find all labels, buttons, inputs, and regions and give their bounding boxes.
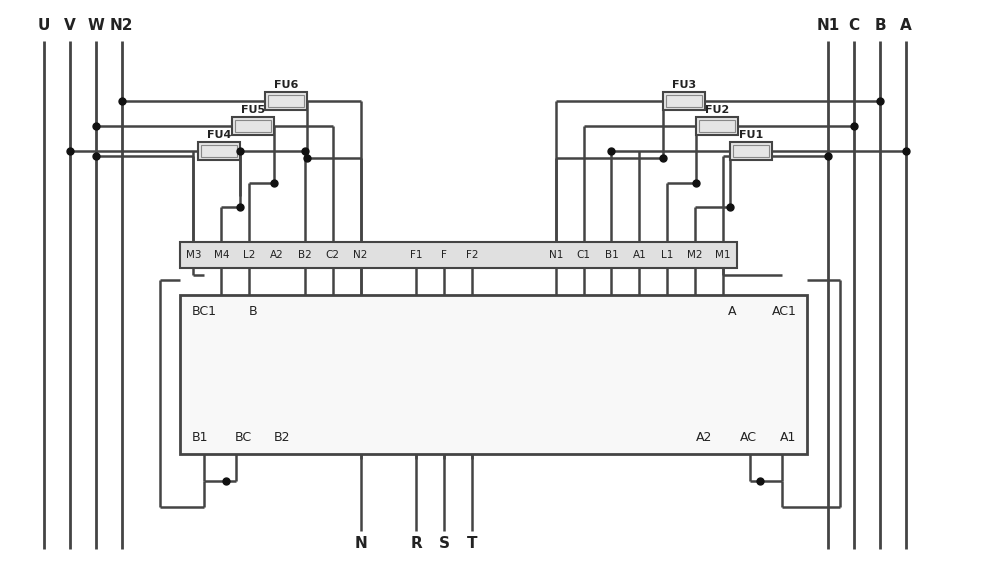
- Bar: [265, 92, 307, 110]
- Text: A2: A2: [270, 250, 284, 260]
- Text: A2: A2: [696, 432, 712, 444]
- Text: F2: F2: [466, 250, 478, 260]
- Text: A1: A1: [780, 432, 797, 444]
- Bar: [268, 95, 304, 107]
- Text: FU6: FU6: [274, 80, 298, 90]
- Text: V: V: [64, 18, 76, 33]
- Bar: [666, 95, 702, 107]
- Text: M4: M4: [214, 250, 229, 260]
- Text: B1: B1: [605, 250, 618, 260]
- Text: N2: N2: [353, 250, 368, 260]
- Text: B: B: [874, 18, 886, 33]
- Text: BC: BC: [234, 432, 251, 444]
- Text: FU5: FU5: [241, 105, 265, 115]
- Text: B2: B2: [274, 432, 291, 444]
- Text: AC: AC: [740, 432, 757, 444]
- Text: C1: C1: [577, 250, 591, 260]
- Text: C2: C2: [326, 250, 340, 260]
- Bar: [733, 144, 769, 157]
- Text: BC1: BC1: [191, 305, 216, 318]
- Bar: [180, 242, 737, 268]
- Text: AC1: AC1: [772, 305, 797, 318]
- Bar: [696, 117, 738, 135]
- Text: L2: L2: [243, 250, 255, 260]
- Text: F: F: [441, 250, 447, 260]
- Bar: [730, 142, 772, 160]
- Text: R: R: [411, 536, 422, 551]
- Text: B: B: [249, 305, 258, 318]
- Text: N1: N1: [549, 250, 563, 260]
- Text: M2: M2: [687, 250, 703, 260]
- Text: N: N: [354, 536, 367, 551]
- Text: FU4: FU4: [207, 130, 232, 140]
- Text: L1: L1: [661, 250, 673, 260]
- Text: N1: N1: [817, 18, 840, 33]
- Text: A1: A1: [632, 250, 646, 260]
- Text: FU3: FU3: [672, 80, 696, 90]
- Text: S: S: [439, 536, 450, 551]
- Bar: [663, 92, 705, 110]
- Text: B2: B2: [298, 250, 312, 260]
- Text: M1: M1: [715, 250, 731, 260]
- Bar: [201, 144, 237, 157]
- Text: U: U: [38, 18, 50, 33]
- Text: C: C: [849, 18, 860, 33]
- Bar: [235, 120, 271, 132]
- Text: FU2: FU2: [705, 105, 729, 115]
- Bar: [699, 120, 735, 132]
- Text: B1: B1: [191, 432, 208, 444]
- Text: A: A: [728, 305, 737, 318]
- Bar: [232, 117, 274, 135]
- Bar: [198, 142, 240, 160]
- Bar: [180, 295, 807, 454]
- Text: W: W: [88, 18, 104, 33]
- Text: A: A: [900, 18, 912, 33]
- Text: M3: M3: [186, 250, 201, 260]
- Text: T: T: [467, 536, 477, 551]
- Text: F1: F1: [410, 250, 423, 260]
- Text: FU1: FU1: [739, 130, 763, 140]
- Text: N2: N2: [110, 18, 134, 33]
